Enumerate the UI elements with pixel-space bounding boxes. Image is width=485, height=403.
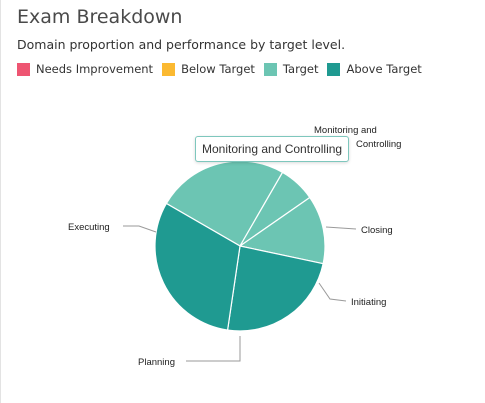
pie-slice-initiating[interactable] <box>238 196 326 265</box>
leader-line-planning <box>186 336 241 362</box>
card-subtitle: Domain proportion and performance by tar… <box>17 37 346 52</box>
legend-swatch <box>263 62 277 76</box>
legend-item-below-target[interactable]: Below Target <box>162 62 255 76</box>
legend-label: Needs Improvement <box>36 62 154 76</box>
pie-slice-planning[interactable] <box>226 245 324 332</box>
slice-label-monitoring-and-controlling: Monitoring and Controlling <box>314 125 401 150</box>
leader-line-closing <box>325 226 357 230</box>
chart-tooltip: Monitoring and Controlling <box>195 136 350 162</box>
legend-swatch <box>17 62 30 76</box>
legend-item-needs-improvement[interactable]: Needs Improvement <box>17 62 153 76</box>
slice-label-planning: Planning <box>138 357 175 368</box>
legend-swatch <box>162 62 176 76</box>
pie-slice-executing[interactable] <box>154 202 241 331</box>
legend-item-target[interactable]: Target <box>263 62 319 76</box>
slice-label-executing: Executing <box>68 222 110 233</box>
legend-label: Below Target <box>181 62 255 76</box>
pie-slice-monitoring-and-controlling[interactable] <box>165 160 284 247</box>
legend-label: Target <box>282 62 319 76</box>
card-title: Exam Breakdown <box>17 6 183 28</box>
slice-label-closing: Closing <box>361 225 393 236</box>
leader-line-executing <box>123 225 157 233</box>
chart-legend: Needs Improvement Below Target Target Ab… <box>17 62 431 76</box>
leader-line-initiating <box>318 282 347 302</box>
slice-label-initiating: Initiating <box>351 297 386 308</box>
legend-swatch <box>327 62 341 76</box>
legend-item-above-target[interactable]: Above Target <box>327 62 422 76</box>
legend-label: Above Target <box>346 62 422 76</box>
